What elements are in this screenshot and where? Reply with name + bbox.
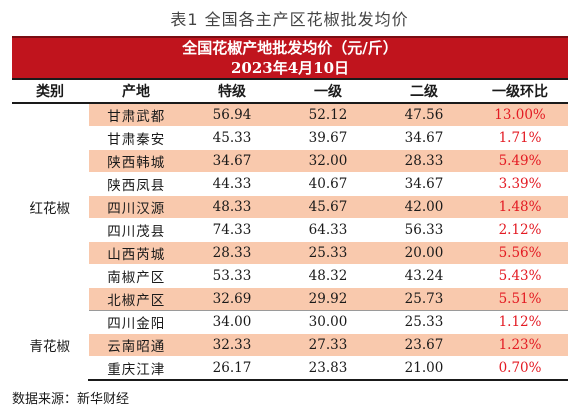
first-grade-cell: 48.32 bbox=[280, 264, 376, 288]
table-row: 四川茂县 74.33 64.33 56.33 2.12% bbox=[12, 218, 569, 242]
mom-ratio-cell: 1.12% bbox=[472, 310, 569, 334]
mom-ratio-cell: 5.51% bbox=[472, 287, 569, 311]
special-grade-cell: 45.33 bbox=[184, 126, 280, 150]
mom-ratio-cell: 13.00% bbox=[472, 103, 569, 127]
second-grade-cell: 47.56 bbox=[376, 103, 472, 127]
mom-ratio-cell: 0.70% bbox=[472, 356, 569, 381]
second-grade-cell: 43.24 bbox=[376, 264, 472, 288]
mom-ratio-cell: 1.48% bbox=[472, 195, 569, 219]
table-row: 南椒产区 53.33 48.32 43.24 5.43% bbox=[12, 264, 569, 288]
header-first-grade: 一级 bbox=[280, 79, 376, 104]
data-source-note: 数据来源：新华财经 bbox=[12, 392, 130, 407]
table-row: 云南昭通 32.33 27.33 23.67 1.23% bbox=[12, 333, 569, 357]
first-grade-cell: 32.00 bbox=[280, 149, 376, 173]
table-title: 全国花椒产地批发均价（元/斤） bbox=[12, 36, 569, 58]
table-date-row: 2023年4月10日 bbox=[12, 58, 569, 80]
mom-ratio-cell: 1.23% bbox=[472, 333, 569, 357]
place-cell: 南椒产区 bbox=[88, 264, 184, 288]
first-grade-cell: 30.00 bbox=[280, 310, 376, 334]
place-cell: 重庆江津 bbox=[88, 356, 184, 381]
place-cell: 山西芮城 bbox=[88, 241, 184, 265]
place-cell: 四川茂县 bbox=[88, 218, 184, 242]
first-grade-cell: 25.33 bbox=[280, 241, 376, 265]
table-row: 四川汉源 48.33 45.67 42.00 1.48% bbox=[12, 195, 569, 219]
second-grade-cell: 21.00 bbox=[376, 356, 472, 381]
mom-ratio-cell: 2.12% bbox=[472, 218, 569, 242]
place-cell: 甘肃秦安 bbox=[88, 126, 184, 150]
header-place: 产地 bbox=[88, 79, 184, 104]
table-caption: 表1 全国各主产区花椒批发均价 bbox=[170, 10, 409, 29]
price-table: 全国花椒产地批发均价（元/斤） 2023年4月10日 类别 产地 特级 一级 二… bbox=[12, 36, 569, 381]
first-grade-cell: 45.67 bbox=[280, 195, 376, 219]
special-grade-cell: 34.00 bbox=[184, 310, 280, 334]
table-date: 2023年4月10日 bbox=[12, 58, 569, 80]
second-grade-cell: 23.67 bbox=[376, 333, 472, 357]
first-grade-cell: 64.33 bbox=[280, 218, 376, 242]
header-second-grade: 二级 bbox=[376, 79, 472, 104]
table-row: 重庆江津 26.17 23.83 21.00 0.70% bbox=[12, 356, 569, 381]
first-grade-cell: 39.67 bbox=[280, 126, 376, 150]
special-grade-cell: 56.94 bbox=[184, 103, 280, 127]
table-row: 陕西凤县 44.33 40.67 34.67 3.39% bbox=[12, 172, 569, 196]
second-grade-cell: 28.33 bbox=[376, 149, 472, 173]
place-cell: 四川汉源 bbox=[88, 195, 184, 219]
place-cell: 北椒产区 bbox=[88, 287, 184, 311]
mom-ratio-cell: 3.39% bbox=[472, 172, 569, 196]
category-cell: 红花椒 bbox=[12, 103, 89, 311]
mom-ratio-cell: 5.49% bbox=[472, 149, 569, 173]
table-row: 红花椒 甘肃武都 56.94 52.12 47.56 13.00% bbox=[12, 103, 569, 311]
second-grade-cell: 25.33 bbox=[376, 310, 472, 334]
special-grade-cell: 48.33 bbox=[184, 195, 280, 219]
second-grade-cell: 25.73 bbox=[376, 287, 472, 311]
table-row: 甘肃秦安 45.33 39.67 34.67 1.71% bbox=[12, 126, 569, 150]
place-cell: 甘肃武都 bbox=[88, 103, 184, 127]
special-grade-cell: 44.33 bbox=[184, 172, 280, 196]
place-cell: 陕西韩城 bbox=[88, 149, 184, 173]
second-grade-cell: 56.33 bbox=[376, 218, 472, 242]
table-row: 陕西韩城 34.67 32.00 28.33 5.49% bbox=[12, 149, 569, 173]
mom-ratio-cell: 5.56% bbox=[472, 241, 569, 265]
special-grade-cell: 32.69 bbox=[184, 287, 280, 311]
table-header-row: 类别 产地 特级 一级 二级 一级环比 bbox=[12, 79, 569, 104]
first-grade-cell: 23.83 bbox=[280, 356, 376, 381]
place-cell: 陕西凤县 bbox=[88, 172, 184, 196]
place-cell: 云南昭通 bbox=[88, 333, 184, 357]
special-grade-cell: 53.33 bbox=[184, 264, 280, 288]
category-cell: 青花椒 bbox=[12, 310, 89, 381]
special-grade-cell: 28.33 bbox=[184, 241, 280, 265]
mom-ratio-cell: 1.71% bbox=[472, 126, 569, 150]
header-first-grade-mom: 一级环比 bbox=[472, 79, 569, 104]
second-grade-cell: 34.67 bbox=[376, 126, 472, 150]
header-category: 类别 bbox=[12, 79, 88, 104]
table-row: 山西芮城 28.33 25.33 20.00 5.56% bbox=[12, 241, 569, 265]
special-grade-cell: 32.33 bbox=[184, 333, 280, 357]
first-grade-cell: 52.12 bbox=[280, 103, 376, 127]
first-grade-cell: 29.92 bbox=[280, 287, 376, 311]
second-grade-cell: 20.00 bbox=[376, 241, 472, 265]
second-grade-cell: 42.00 bbox=[376, 195, 472, 219]
first-grade-cell: 27.33 bbox=[280, 333, 376, 357]
table-row: 青花椒 四川金阳 34.00 30.00 25.33 1.12% bbox=[12, 310, 569, 381]
header-special-grade: 特级 bbox=[184, 79, 280, 104]
special-grade-cell: 34.67 bbox=[184, 149, 280, 173]
first-grade-cell: 40.67 bbox=[280, 172, 376, 196]
table-title-row: 全国花椒产地批发均价（元/斤） bbox=[12, 36, 569, 58]
mom-ratio-cell: 5.43% bbox=[472, 264, 569, 288]
second-grade-cell: 34.67 bbox=[376, 172, 472, 196]
special-grade-cell: 74.33 bbox=[184, 218, 280, 242]
place-cell: 四川金阳 bbox=[88, 310, 184, 334]
special-grade-cell: 26.17 bbox=[184, 356, 280, 381]
table-row: 北椒产区 32.69 29.92 25.73 5.51% bbox=[12, 287, 569, 311]
